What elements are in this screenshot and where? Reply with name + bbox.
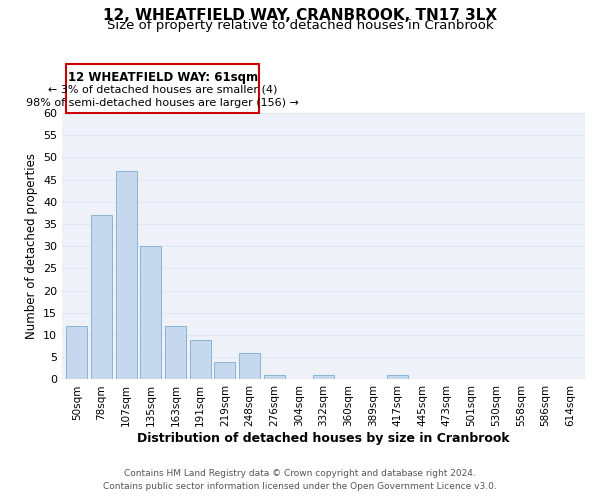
Bar [387, 375, 408, 380]
Text: 98% of semi-detached houses are larger (156) →: 98% of semi-detached houses are larger (… [26, 98, 299, 108]
Bar [239, 353, 260, 380]
Y-axis label: Number of detached properties: Number of detached properties [25, 154, 38, 340]
Bar [190, 340, 211, 380]
Text: ← 3% of detached houses are smaller (4): ← 3% of detached houses are smaller (4) [48, 84, 277, 94]
X-axis label: Distribution of detached houses by size in Cranbrook: Distribution of detached houses by size … [137, 432, 510, 445]
Bar [313, 375, 334, 380]
Text: Contains HM Land Registry data © Crown copyright and database right 2024.
Contai: Contains HM Land Registry data © Crown c… [103, 469, 497, 491]
FancyBboxPatch shape [66, 64, 259, 113]
Text: 12, WHEATFIELD WAY, CRANBROOK, TN17 3LX: 12, WHEATFIELD WAY, CRANBROOK, TN17 3LX [103, 8, 497, 22]
Bar [91, 215, 112, 380]
Bar [214, 362, 235, 380]
Bar [116, 171, 137, 380]
Text: Size of property relative to detached houses in Cranbrook: Size of property relative to detached ho… [107, 19, 493, 32]
Bar [67, 326, 88, 380]
Text: 12 WHEATFIELD WAY: 61sqm: 12 WHEATFIELD WAY: 61sqm [68, 71, 257, 84]
Bar [165, 326, 186, 380]
Bar [140, 246, 161, 380]
Bar [264, 375, 284, 380]
